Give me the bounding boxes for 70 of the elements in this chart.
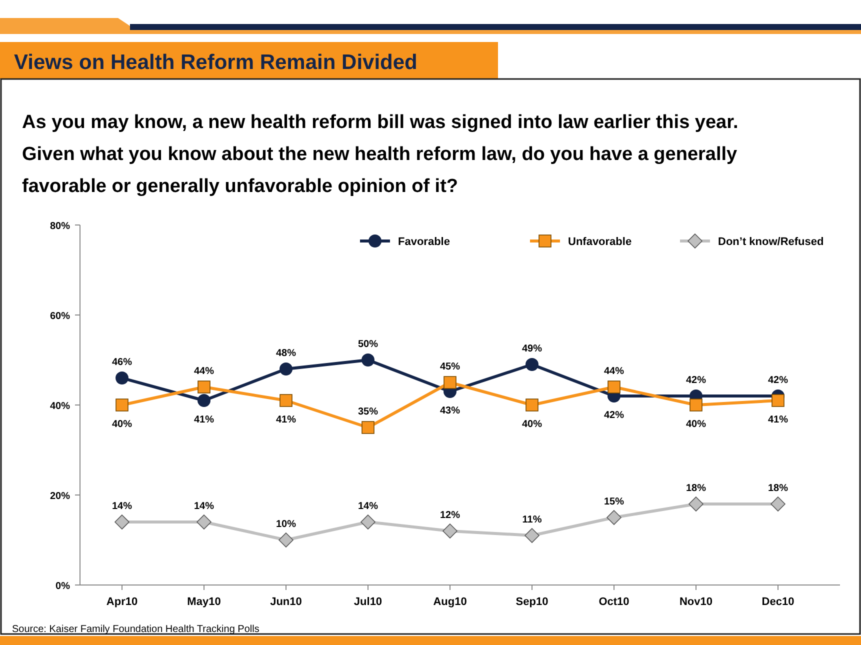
- data-label: 42%: [686, 375, 706, 386]
- point: [442, 524, 458, 538]
- x-tick-label: Dec10: [762, 596, 794, 608]
- data-label: 42%: [604, 410, 624, 421]
- point: [524, 528, 540, 543]
- point: [770, 496, 786, 512]
- point: [198, 380, 210, 394]
- y-tick-label: 0%: [56, 581, 70, 592]
- data-label: 45%: [440, 362, 460, 372]
- data-label: 40%: [686, 419, 706, 430]
- data-label: 14%: [194, 501, 214, 512]
- point: [362, 421, 374, 434]
- point: [360, 514, 376, 530]
- point: [606, 510, 622, 525]
- x-tick-label: Jun10: [270, 596, 302, 608]
- data-label: 40%: [112, 419, 132, 430]
- x-tick-label: Oct10: [598, 596, 630, 608]
- x-tick-label: Jul10: [354, 596, 382, 608]
- point: [280, 362, 292, 376]
- data-label: 14%: [112, 501, 132, 512]
- point: [526, 398, 538, 412]
- data-label: 44%: [604, 366, 624, 377]
- data-label: 41%: [768, 414, 788, 426]
- y-tick-label: 40%: [50, 401, 70, 412]
- x-tick-label: Nov10: [679, 596, 713, 608]
- x-tick-label: May10: [187, 596, 221, 608]
- legend-label: Favorable: [398, 236, 450, 248]
- point: [526, 358, 538, 371]
- point: [362, 354, 374, 366]
- chart-title: Views on Health Reform Remain Divided: [14, 51, 418, 74]
- point: [772, 394, 784, 407]
- data-label: 14%: [358, 501, 378, 512]
- data-label: 35%: [358, 406, 378, 418]
- x-tick-label: Apr10: [106, 596, 138, 608]
- point: [114, 514, 130, 530]
- chart-subtitle: As you may know, a new health reform bill was signed into law earlier this year. Given what you know about the new health reform law, do you have a generally favorable or generally unfavorable opinion of it?: [22, 112, 738, 197]
- data-label: 18%: [686, 483, 706, 494]
- point: [690, 398, 702, 412]
- data-label: 43%: [440, 406, 460, 416]
- point: [608, 380, 620, 394]
- y-tick-label: 80%: [50, 221, 70, 232]
- point: [116, 398, 128, 412]
- data-label: 41%: [276, 414, 296, 426]
- point: [444, 376, 456, 389]
- data-label: 49%: [522, 344, 542, 354]
- data-label: 12%: [440, 510, 460, 521]
- data-label: 50%: [358, 339, 378, 350]
- point: [116, 372, 128, 384]
- legend-label: Don’t know/Refused: [718, 236, 824, 248]
- data-label: 46%: [112, 357, 132, 368]
- point: [278, 532, 294, 548]
- data-label: 15%: [604, 496, 624, 508]
- point: [196, 514, 212, 530]
- point: [198, 394, 210, 407]
- x-tick-label: Sep10: [516, 596, 548, 608]
- x-tick-label: Aug10: [433, 596, 467, 608]
- data-label: 41%: [194, 414, 214, 426]
- y-tick-label: 20%: [50, 491, 70, 502]
- legend-label: Unfavorable: [568, 236, 632, 248]
- source-note: Source: Kaiser Family Foundation Health Tracking Polls: [12, 624, 260, 635]
- data-label: 42%: [768, 375, 788, 386]
- data-label: 10%: [276, 519, 296, 530]
- point: [280, 394, 292, 407]
- point: [688, 496, 704, 512]
- data-label: 48%: [276, 348, 296, 359]
- data-label: 40%: [522, 419, 542, 430]
- data-label: 18%: [768, 483, 788, 494]
- data-label: 11%: [522, 514, 542, 526]
- data-label: 44%: [194, 366, 214, 377]
- y-tick-label: 60%: [50, 311, 70, 322]
